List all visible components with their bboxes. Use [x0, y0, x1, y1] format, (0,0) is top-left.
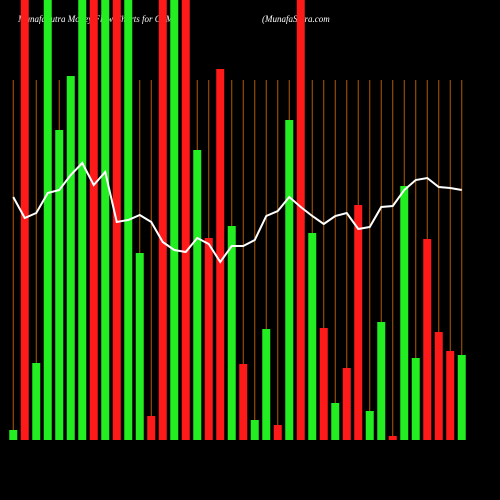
- bar: [262, 329, 271, 440]
- bar: [32, 363, 41, 440]
- bar: [9, 430, 18, 440]
- bar: [227, 226, 236, 440]
- bar: [342, 368, 351, 440]
- bar: [181, 0, 190, 440]
- bar: [331, 403, 340, 440]
- bar: [308, 233, 317, 440]
- bar: [158, 0, 167, 440]
- bar: [89, 0, 98, 440]
- bar: [66, 76, 75, 440]
- bar: [365, 411, 374, 440]
- bar: [239, 364, 248, 440]
- bar: [273, 425, 282, 440]
- bar: [250, 420, 259, 440]
- bar: [78, 0, 87, 440]
- bar: [400, 186, 409, 440]
- bar: [170, 0, 179, 440]
- bar: [423, 239, 432, 440]
- bar: [55, 130, 64, 440]
- bar: [285, 120, 294, 440]
- bar: [147, 416, 156, 440]
- bar: [319, 328, 328, 440]
- bar: [216, 69, 225, 440]
- bar: [20, 0, 29, 440]
- bar: [434, 332, 443, 440]
- bar: [457, 355, 466, 440]
- bar: [43, 0, 52, 440]
- bar: [296, 0, 305, 440]
- chart-subtitle: (MunafaSutra.com: [262, 14, 330, 24]
- bar: [411, 358, 420, 440]
- bar: [204, 238, 213, 440]
- bar: [354, 205, 363, 440]
- bar: [101, 0, 110, 440]
- bar: [446, 351, 455, 440]
- bar: [388, 436, 397, 440]
- bar: [377, 322, 386, 440]
- price-line: [12, 161, 462, 264]
- bar: [135, 253, 144, 440]
- bar: [193, 150, 202, 440]
